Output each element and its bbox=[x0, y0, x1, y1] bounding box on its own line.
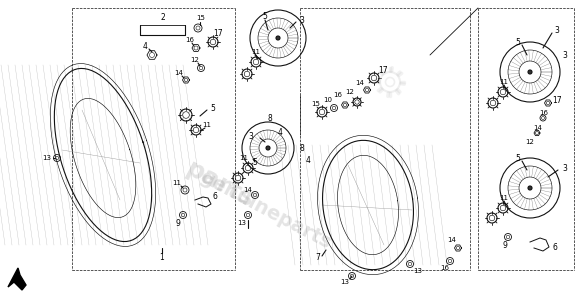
Text: 5: 5 bbox=[516, 38, 520, 46]
Text: 13: 13 bbox=[43, 155, 51, 161]
Text: genuineparts: genuineparts bbox=[196, 167, 334, 253]
Text: 13: 13 bbox=[413, 268, 423, 274]
Text: 2: 2 bbox=[161, 12, 165, 22]
Text: 11: 11 bbox=[499, 195, 509, 201]
Text: 10: 10 bbox=[324, 97, 332, 103]
Text: 6: 6 bbox=[213, 192, 217, 200]
Text: 4: 4 bbox=[306, 155, 310, 165]
Text: 16: 16 bbox=[186, 37, 195, 43]
Text: 3: 3 bbox=[562, 163, 568, 173]
Circle shape bbox=[528, 70, 532, 74]
Text: 14: 14 bbox=[243, 187, 253, 193]
Polygon shape bbox=[8, 268, 26, 290]
Circle shape bbox=[266, 146, 270, 150]
Text: 7: 7 bbox=[316, 253, 320, 263]
Circle shape bbox=[528, 186, 532, 190]
Text: 11: 11 bbox=[202, 122, 212, 128]
Text: parts: parts bbox=[181, 157, 258, 213]
Text: 5: 5 bbox=[262, 12, 268, 20]
Text: 17: 17 bbox=[213, 28, 223, 38]
Text: 6: 6 bbox=[553, 242, 557, 252]
Text: 9: 9 bbox=[502, 241, 507, 250]
Text: 14: 14 bbox=[175, 70, 183, 76]
Text: 16: 16 bbox=[334, 92, 343, 98]
Text: 11: 11 bbox=[251, 49, 261, 55]
Text: 5: 5 bbox=[253, 157, 257, 166]
Text: 14: 14 bbox=[447, 237, 457, 243]
Text: 3: 3 bbox=[554, 25, 560, 35]
Text: 11: 11 bbox=[239, 155, 249, 161]
Text: 16: 16 bbox=[440, 265, 450, 271]
Text: 8: 8 bbox=[299, 144, 305, 152]
Text: 3: 3 bbox=[299, 15, 305, 25]
Text: 15: 15 bbox=[312, 101, 320, 107]
Text: 15: 15 bbox=[197, 15, 205, 21]
Text: 3: 3 bbox=[562, 51, 568, 59]
Text: 14: 14 bbox=[533, 125, 542, 131]
Text: 12: 12 bbox=[525, 139, 535, 145]
Text: 17: 17 bbox=[552, 96, 562, 104]
Text: 12: 12 bbox=[346, 89, 354, 95]
Circle shape bbox=[276, 36, 280, 40]
Text: 5: 5 bbox=[210, 104, 216, 112]
Text: 11: 11 bbox=[499, 79, 509, 85]
Text: 4: 4 bbox=[143, 41, 147, 51]
Text: 16: 16 bbox=[539, 110, 549, 116]
Text: 8: 8 bbox=[268, 113, 272, 123]
Text: 14: 14 bbox=[355, 80, 365, 86]
Text: 17: 17 bbox=[378, 65, 388, 75]
Text: 9: 9 bbox=[176, 218, 180, 228]
Text: 1: 1 bbox=[160, 253, 164, 263]
Text: 3: 3 bbox=[249, 131, 253, 141]
Text: 11: 11 bbox=[172, 180, 181, 186]
Text: 13: 13 bbox=[238, 220, 246, 226]
Text: 12: 12 bbox=[191, 57, 199, 63]
Text: 4: 4 bbox=[277, 128, 283, 136]
Text: 13: 13 bbox=[340, 279, 350, 285]
Text: 5: 5 bbox=[516, 154, 520, 163]
